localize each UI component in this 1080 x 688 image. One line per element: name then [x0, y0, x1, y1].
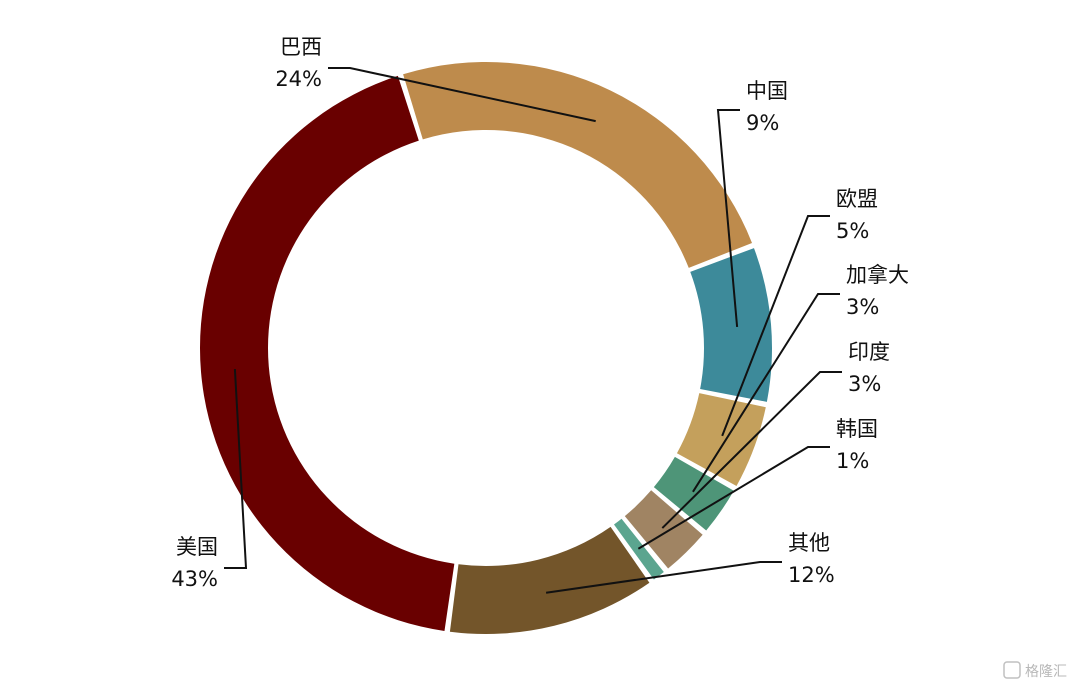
leader-lines-group [224, 67, 842, 594]
leader-line-1 [716, 109, 740, 328]
slice-7 [199, 75, 455, 631]
leader-line-2 [721, 215, 830, 437]
slices-group [199, 62, 772, 634]
slice-label-3: 加拿大 [846, 263, 909, 287]
slice-value-label-3: 3% [846, 295, 879, 319]
slice-label-1: 中国 [746, 79, 788, 103]
slice-value-label-2: 5% [836, 219, 869, 243]
slice-label-2: 欧盟 [836, 187, 878, 211]
slice-value-label-4: 3% [848, 372, 881, 396]
leader-line-5 [637, 446, 830, 550]
slice-label-7: 美国 [176, 535, 218, 559]
slice-value-label-7: 43% [171, 567, 218, 591]
leader-line-4 [661, 371, 842, 529]
slice-1 [690, 248, 772, 402]
leader-line-6 [545, 561, 782, 594]
leader-line-7 [224, 369, 248, 569]
slice-2 [676, 393, 766, 487]
slice-value-label-5: 1% [836, 449, 869, 473]
slice-4 [624, 490, 703, 569]
leader-line-8 [328, 67, 596, 123]
slice-label-4: 印度 [848, 340, 890, 364]
slice-value-label-8: 24% [275, 67, 322, 91]
slice-label-6: 其他 [788, 531, 830, 555]
leader-line-3 [692, 293, 840, 493]
slice-3 [653, 456, 734, 531]
watermark-text: 格隆汇 [1025, 664, 1067, 680]
slice-label-5: 韩国 [836, 417, 878, 441]
slice-label-8: 巴西 [280, 35, 322, 59]
watermark: 格隆汇 [1003, 661, 1067, 680]
slice-8 [403, 62, 753, 268]
logo-icon [1003, 661, 1021, 679]
slice-value-label-6: 12% [788, 563, 835, 587]
labels-group: 中国 9% 欧盟 5% 加拿大 3% 印度 3% 韩国 1% 其他 12% 美国 43% 巴西 24% [171, 35, 909, 591]
slice-value-label-1: 9% [746, 111, 779, 135]
slice-6 [449, 526, 650, 634]
